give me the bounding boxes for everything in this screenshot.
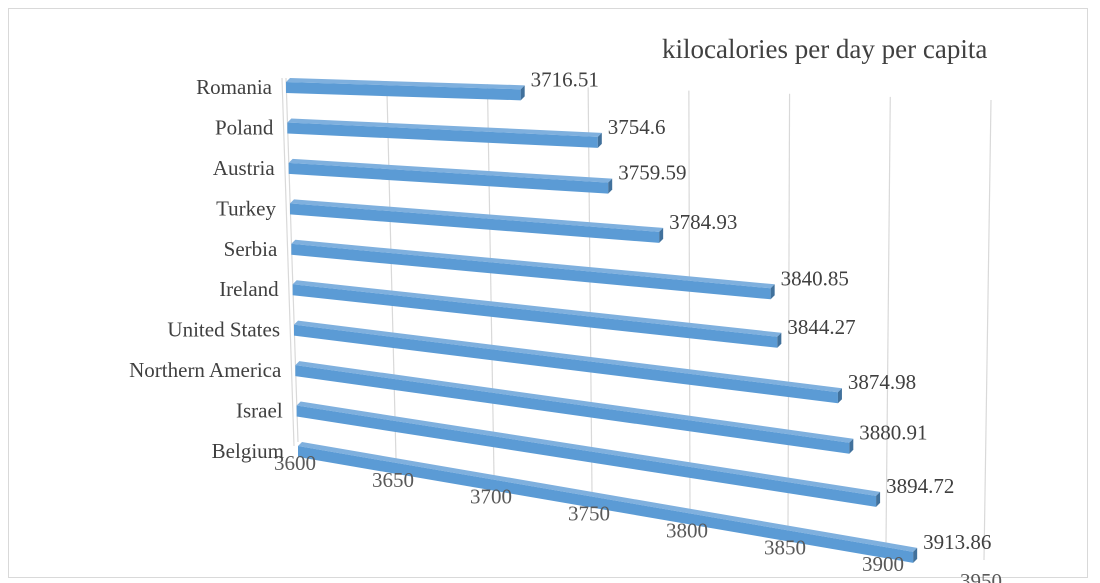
value-label: 3840.85 (781, 266, 849, 290)
bar (286, 78, 525, 100)
bar (290, 199, 663, 243)
category-label: Romania (196, 75, 272, 99)
value-label: 3894.72 (886, 474, 954, 498)
bar (289, 159, 613, 194)
gridline (689, 91, 690, 510)
category-label: Israel (236, 399, 283, 423)
x-tick-label: 3950 (960, 569, 1002, 583)
category-label: Ireland (219, 277, 279, 301)
value-label: 3754.6 (608, 115, 666, 139)
category-label: Northern America (129, 358, 282, 382)
x-tick-label: 3700 (470, 485, 512, 509)
x-tick-label: 3850 (764, 535, 806, 559)
x-tick-label: 3800 (666, 518, 708, 542)
value-label: 3880.91 (859, 421, 927, 445)
value-label: 3844.27 (787, 315, 855, 339)
category-label: United States (167, 318, 280, 342)
category-label: Austria (213, 156, 276, 180)
x-tick-label: 3900 (862, 552, 904, 576)
bar (287, 118, 601, 147)
bar-top-face (291, 240, 774, 288)
value-label: 3716.51 (531, 67, 599, 91)
category-label: Serbia (224, 237, 278, 261)
bar-front-face (290, 203, 659, 243)
category-label: Belgium (212, 439, 284, 463)
value-label: 3784.93 (669, 210, 737, 234)
category-label: Poland (215, 115, 274, 139)
bar (295, 361, 853, 454)
x-tick-label: 3650 (372, 468, 414, 492)
gridline (788, 94, 790, 527)
value-label: 3759.59 (618, 161, 686, 185)
gridline (984, 100, 991, 560)
chart-title: kilocalories per day per capita (662, 34, 987, 64)
bar-top-face (295, 361, 853, 443)
x-tick-label: 3750 (568, 502, 610, 526)
category-label: Turkey (216, 196, 276, 220)
value-label: 3874.98 (848, 370, 916, 394)
value-label: 3913.86 (923, 530, 991, 554)
gridline (588, 87, 592, 492)
bar-front-face (295, 365, 849, 454)
